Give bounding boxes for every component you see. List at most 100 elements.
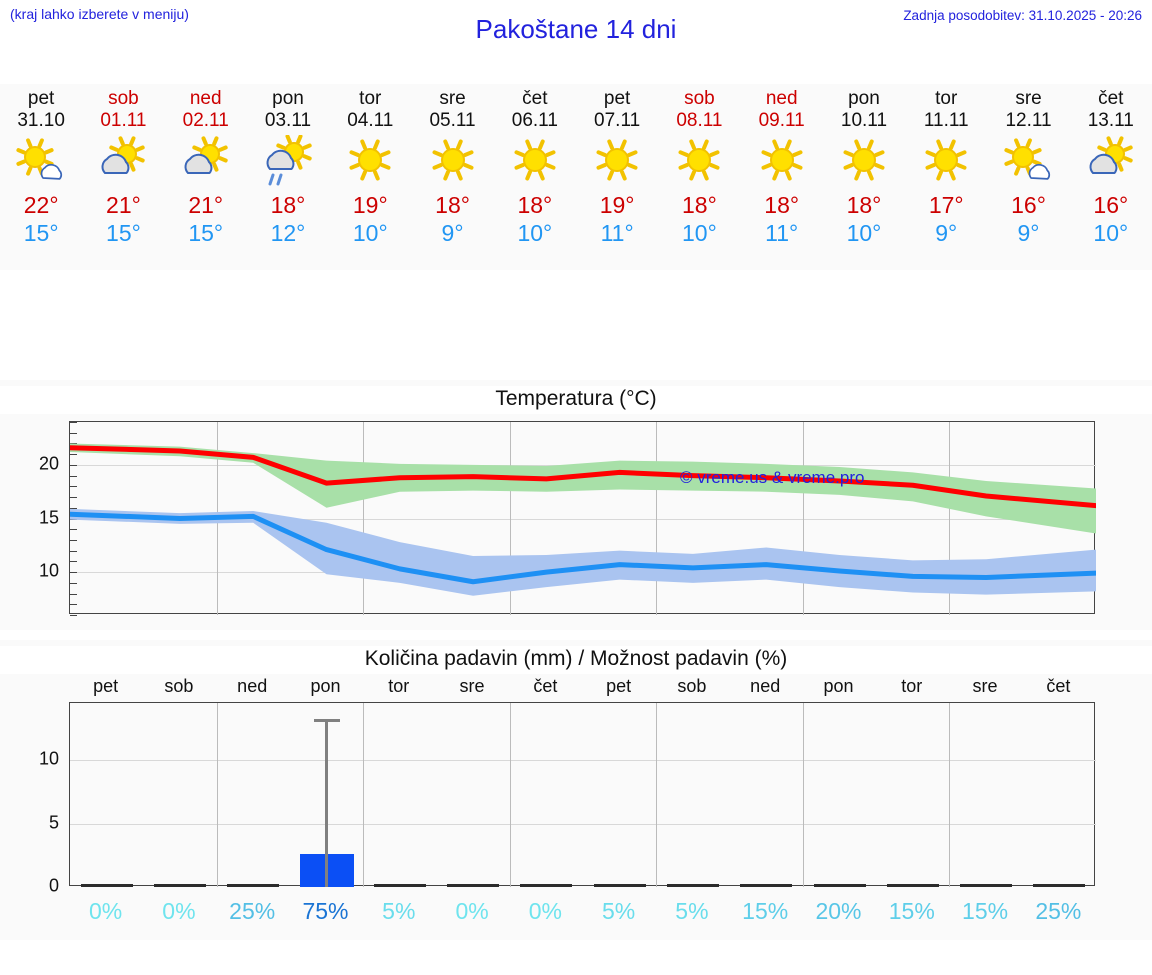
day-column[interactable]: pon 03.11 18° 12° (247, 84, 329, 270)
gridline-vertical (802, 422, 804, 615)
temp-max: 16° (1011, 192, 1046, 218)
menu-hint: (kraj lahko izberete v meniju) (10, 6, 189, 22)
day-of-week: pon (848, 88, 880, 109)
weather-icon-wrap (336, 135, 404, 187)
temp-max: 18° (435, 192, 470, 218)
precipitation-chart-title: Količina padavin (mm) / Možnost padavin … (0, 646, 1152, 674)
day-column[interactable]: tor 04.11 19° 10° (329, 84, 411, 270)
temperature-plot (69, 421, 1096, 616)
day-column[interactable]: čet 06.11 18° 10° (494, 84, 576, 270)
weather-icon-wrap (748, 135, 816, 187)
page-header: (kraj lahko izberete v meniju) Pakoštane… (0, 0, 1152, 70)
day-column[interactable]: ned 09.11 18° 11° (741, 84, 823, 270)
temp-max: 21° (106, 192, 141, 218)
axis-tick-mark (70, 539, 77, 541)
precipitation-probability-label: 5% (382, 898, 416, 924)
temp-max: 22° (23, 192, 59, 218)
precipitation-baseline-mark (886, 884, 939, 887)
sun-cloud-rain-icon (266, 135, 312, 186)
axis-tick-mark (70, 529, 77, 531)
sun-behind-cloud-icon (101, 136, 146, 174)
weather-icon-wrap (419, 135, 487, 187)
weather-icon-wrap (254, 135, 322, 187)
day-column[interactable]: sre 05.11 18° 9° (411, 84, 493, 270)
day-of-week: sre (1015, 88, 1042, 109)
sun-behind-cloud-icon (1089, 136, 1133, 174)
temp-max: 18° (517, 192, 553, 218)
sun-icon (925, 139, 967, 181)
temperature-panel: Temperatura (°C) 10 15 20 © vreme.us & vrem… (0, 380, 1152, 630)
gridline-vertical (656, 422, 658, 615)
temp-max: 18° (764, 192, 800, 218)
precipitation-day-label: sob (164, 676, 194, 696)
temp-min: 10° (1093, 220, 1129, 246)
y-axis-tick-label: 0 (48, 875, 59, 896)
day-date: 02.11 (182, 110, 229, 131)
day-of-week: sre (439, 88, 466, 109)
day-date: 01.11 (100, 110, 147, 131)
gridline-vertical (802, 703, 804, 887)
temp-min: 10° (846, 220, 882, 246)
precipitation-baseline-mark (1033, 884, 1086, 887)
day-date: 10.11 (840, 110, 888, 131)
sun-icon (761, 139, 803, 181)
day-date: 07.11 (594, 110, 641, 131)
day-column[interactable]: ned 02.11 21° 15° (165, 84, 247, 270)
y-axis-tick-label: 5 (48, 812, 59, 833)
day-date: 03.11 (264, 110, 312, 131)
temp-max: 18° (846, 192, 882, 218)
precipitation-probability-label: 25% (1035, 898, 1082, 924)
axis-tick-mark (70, 497, 77, 499)
precipitation-probability-label: 20% (815, 898, 862, 924)
precipitation-day-label: pon (310, 676, 341, 696)
temperature-uncertainty-band (70, 508, 1096, 596)
day-date: 09.11 (758, 110, 805, 131)
precipitation-probability-label: 15% (962, 898, 1009, 924)
gridline-vertical (509, 703, 511, 887)
day-of-week: čet (1098, 88, 1124, 109)
day-column[interactable]: pet 07.11 19° 11° (576, 84, 658, 270)
temperature-chart-title: Temperatura (°C) (0, 386, 1152, 414)
temp-min: 12° (270, 220, 306, 246)
precipitation-baseline-mark (666, 884, 719, 887)
precipitation-probability-label: 5% (602, 898, 636, 924)
y-axis-tick-label: 20 (38, 453, 59, 474)
sun-icon (843, 139, 885, 181)
precipitation-probability-label: 0% (455, 898, 489, 924)
temperature-line (70, 445, 1096, 509)
precipitation-day-label: tor (388, 676, 410, 696)
day-column[interactable]: pet 31.10 22° 15° (0, 84, 82, 270)
precipitation-baseline-mark (813, 884, 866, 887)
day-date: 04.11 (347, 110, 394, 131)
day-column[interactable]: pon 10.11 18° 10° (823, 84, 905, 270)
day-of-week: pet (603, 88, 631, 109)
day-column[interactable]: tor 11.11 17° 9° (905, 84, 987, 270)
gridline-horizontal (70, 823, 1096, 825)
axis-tick-mark (70, 572, 77, 574)
precipitation-day-label: sre (972, 676, 998, 696)
day-date: 11.11 (923, 110, 969, 131)
precipitation-day-label: pet (93, 676, 119, 696)
temp-max: 21° (188, 192, 224, 218)
precipitation-error-cap (313, 719, 340, 723)
weather-icon-wrap (89, 135, 157, 187)
sun-icon (349, 139, 391, 181)
gridline-vertical (363, 422, 365, 615)
day-column[interactable]: sre 12.11 16° 9° (987, 84, 1069, 270)
axis-tick-mark (70, 604, 77, 606)
precipitation-day-label: čet (1046, 676, 1071, 696)
precipitation-probability-label: 15% (742, 898, 789, 924)
temp-min: 10° (517, 220, 553, 246)
axis-tick-mark (70, 582, 77, 584)
day-of-week: pet (27, 88, 55, 109)
day-column[interactable]: sob 01.11 21° 15° (82, 84, 164, 270)
temp-min: 15° (106, 220, 141, 246)
temp-max: 19° (352, 192, 388, 218)
y-axis-tick-label: 10 (38, 748, 59, 769)
sun-small-cloud-icon (1003, 138, 1050, 180)
day-column[interactable]: sob 08.11 18° 10° (658, 84, 740, 270)
y-axis-tick-label: 10 (38, 560, 59, 581)
day-column[interactable]: čet 13.11 16° 10° (1070, 84, 1152, 270)
precipitation-probability-label: 25% (229, 898, 276, 924)
gridline-vertical (656, 703, 658, 887)
